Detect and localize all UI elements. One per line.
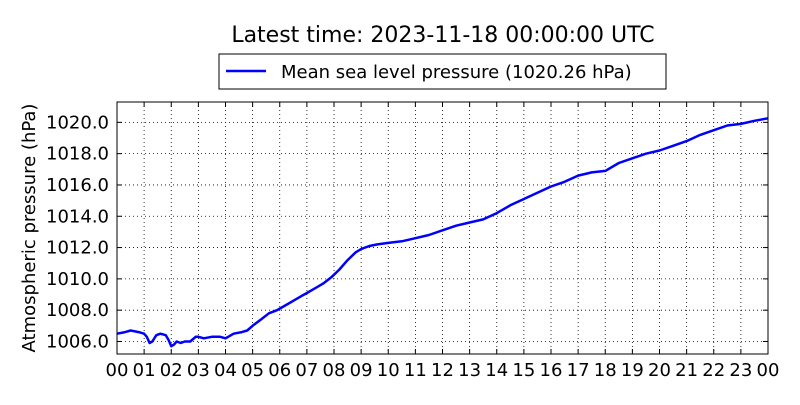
x-tick-label: 17 <box>567 360 590 381</box>
x-tick-label: 10 <box>377 360 400 381</box>
x-tick-label: 00 <box>757 360 780 381</box>
y-axis-label: Atmospheric pressure (hPa) <box>19 104 40 353</box>
x-tick-label: 04 <box>214 360 237 381</box>
x-tick-label: 02 <box>160 360 183 381</box>
x-tick-label: 23 <box>729 360 752 381</box>
x-tick-label: 01 <box>133 360 156 381</box>
x-tick-label: 07 <box>295 360 318 381</box>
x-tick-label: 05 <box>241 360 264 381</box>
x-tick-label: 00 <box>106 360 129 381</box>
legend: Mean sea level pressure (1020.26 hPa) <box>218 53 667 90</box>
chart-title: Latest time: 2023-11-18 00:00:00 UTC <box>231 23 654 48</box>
y-tick-label: 1006.0 <box>46 331 109 352</box>
y-tick-label: 1016.0 <box>46 175 109 196</box>
x-tick-label: 22 <box>702 360 725 381</box>
x-tick-label: 12 <box>431 360 454 381</box>
x-tick-label: 08 <box>323 360 346 381</box>
x-tick-label: 20 <box>648 360 671 381</box>
x-tick-label: 16 <box>540 360 563 381</box>
x-tick-label: 14 <box>485 360 508 381</box>
x-tick-label: 13 <box>458 360 481 381</box>
x-tick-label: 11 <box>404 360 427 381</box>
series-layer <box>116 117 769 348</box>
y-tick-label: 1020.0 <box>46 112 109 133</box>
x-tick-label: 06 <box>268 360 291 381</box>
ticks <box>116 102 769 354</box>
x-tick-labels: 00 01 02 03 04 05 06 07 08 09 10 11 12 13 14 15 16 17 18 19… <box>106 360 780 381</box>
grid <box>117 102 768 354</box>
legend-box <box>218 53 667 90</box>
series-line-pressure <box>116 117 769 348</box>
y-tick-label: 1012.0 <box>46 238 109 259</box>
y-tick-labels: 1006.0 1008.0 1010.0 1012.0 1014.0 1016.0 1018… <box>46 112 109 352</box>
x-tick-label: 03 <box>187 360 210 381</box>
y-tick-label: 1010.0 <box>46 269 109 290</box>
y-tick-label: 1008.0 <box>46 300 109 321</box>
y-tick-label: 1018.0 <box>46 144 109 165</box>
x-tick-label: 18 <box>594 360 617 381</box>
y-tick-label: 1014.0 <box>46 206 109 227</box>
x-tick-label: 09 <box>350 360 373 381</box>
x-tick-label: 19 <box>621 360 644 381</box>
x-tick-label: 21 <box>675 360 698 381</box>
legend-label: Mean sea level pressure (1020.26 hPa) <box>281 62 632 83</box>
plot-area-frame <box>116 101 769 355</box>
x-tick-label: 15 <box>512 360 535 381</box>
